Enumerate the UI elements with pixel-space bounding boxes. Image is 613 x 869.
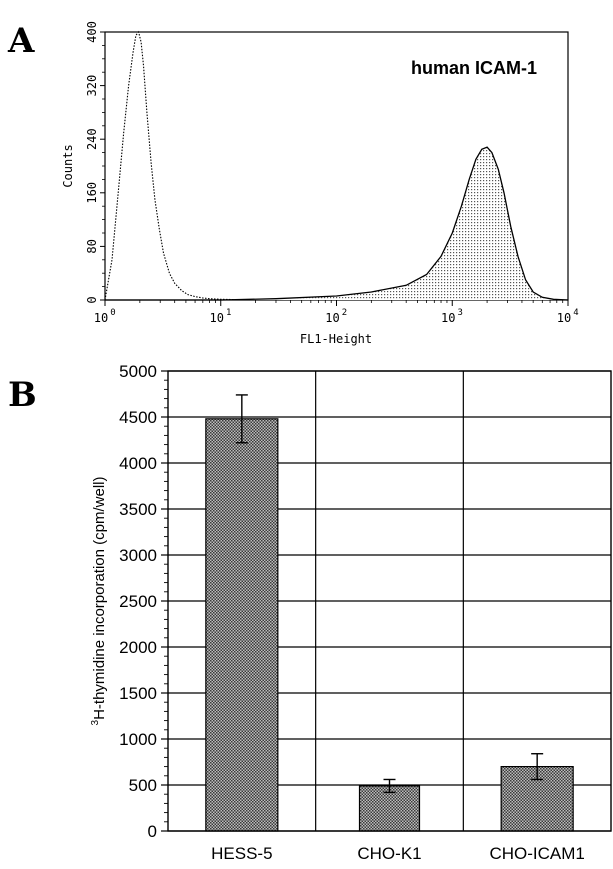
histogram-y-tick-label: 80 [85,239,99,253]
bar-y-tick-label: 3500 [119,500,157,519]
histogram-y-tick-label: 400 [85,21,99,43]
panel-label-b: B [8,375,37,415]
histogram-line-1 [105,146,569,301]
histogram-x-tick-label: 10 [325,311,339,325]
histogram-line-0 [104,30,568,301]
bar-panel: 0 500 1000 1500 2000 2500 3000 3500 4000 4500 5000… [90,362,612,863]
histogram-area-1 [105,147,568,300]
histogram-x-tick-label: 10 [210,311,224,325]
bar-y-tick-label: 4000 [119,454,157,473]
histogram-y-tick-label: 320 [85,75,99,97]
bar-y-tick-label: 500 [129,776,157,795]
bar-cho-k1 [358,785,421,832]
histogram-x-tick-exponent: 1 [226,308,231,318]
bar-frame [167,370,612,832]
bar-x-ticks: HESS-5 CHO-K1 CHO-ICAM1 [211,844,585,863]
histogram-y-ticks: 0 80 160 240 320 400 [85,21,105,304]
histogram-y-tick-label: 240 [85,128,99,150]
bar-x-tick-label: CHO-K1 [357,844,421,863]
histogram-x-ticks: 10 0 10 1 10 2 10 3 10 4 [94,300,579,325]
bar-x-tick-label: CHO-ICAM1 [489,844,584,863]
histogram-annotation: human ICAM-1 [411,58,537,78]
histogram-x-tick-exponent: 0 [110,308,115,318]
bar-x-tick-label: HESS-5 [211,844,272,863]
bar-y-tick-label: 5000 [119,362,157,381]
bar-y-tick-label: 2000 [119,638,157,657]
histogram-x-tick-exponent: 2 [342,308,347,318]
bar-y-axis-label-superscript: 3 [90,719,101,725]
histogram-y-axis-label: Counts [61,144,75,187]
histogram-x-axis-label: FL1-Height [300,332,372,346]
histogram-x-tick-exponent: 4 [573,308,578,318]
panel-label-a: A [7,21,35,61]
bar-error-bars [235,394,544,794]
histogram-y-tick-label: 160 [85,182,99,204]
bar-y-tick-label: 1000 [119,730,157,749]
bar-hess-5 [205,418,279,832]
histogram-x-tick-label: 10 [94,311,108,325]
bar-y-tick-label: 1500 [119,684,157,703]
bar-y-tick-label: 3000 [119,546,157,565]
bar-y-axis-label: 3H-thymidine incorporation (cpm/well) [90,477,108,726]
histogram-x-tick-label: 10 [557,311,571,325]
histogram-x-tick-exponent: 3 [458,308,463,318]
bar-y-axis-label-text: H-thymidine incorporation (cpm/well) [91,477,108,720]
bar-y-tick-label: 0 [148,822,157,841]
histogram-y-tick-label: 0 [85,296,99,303]
bar-y-tick-label: 2500 [119,592,157,611]
bar-y-tick-label: 4500 [119,408,157,427]
histogram-x-tick-label: 10 [441,311,455,325]
bar-y-ticks: 0 500 1000 1500 2000 2500 3000 3500 4000 4500 5000 [119,362,168,841]
histogram-series [104,30,569,301]
bar-marks [205,418,574,832]
